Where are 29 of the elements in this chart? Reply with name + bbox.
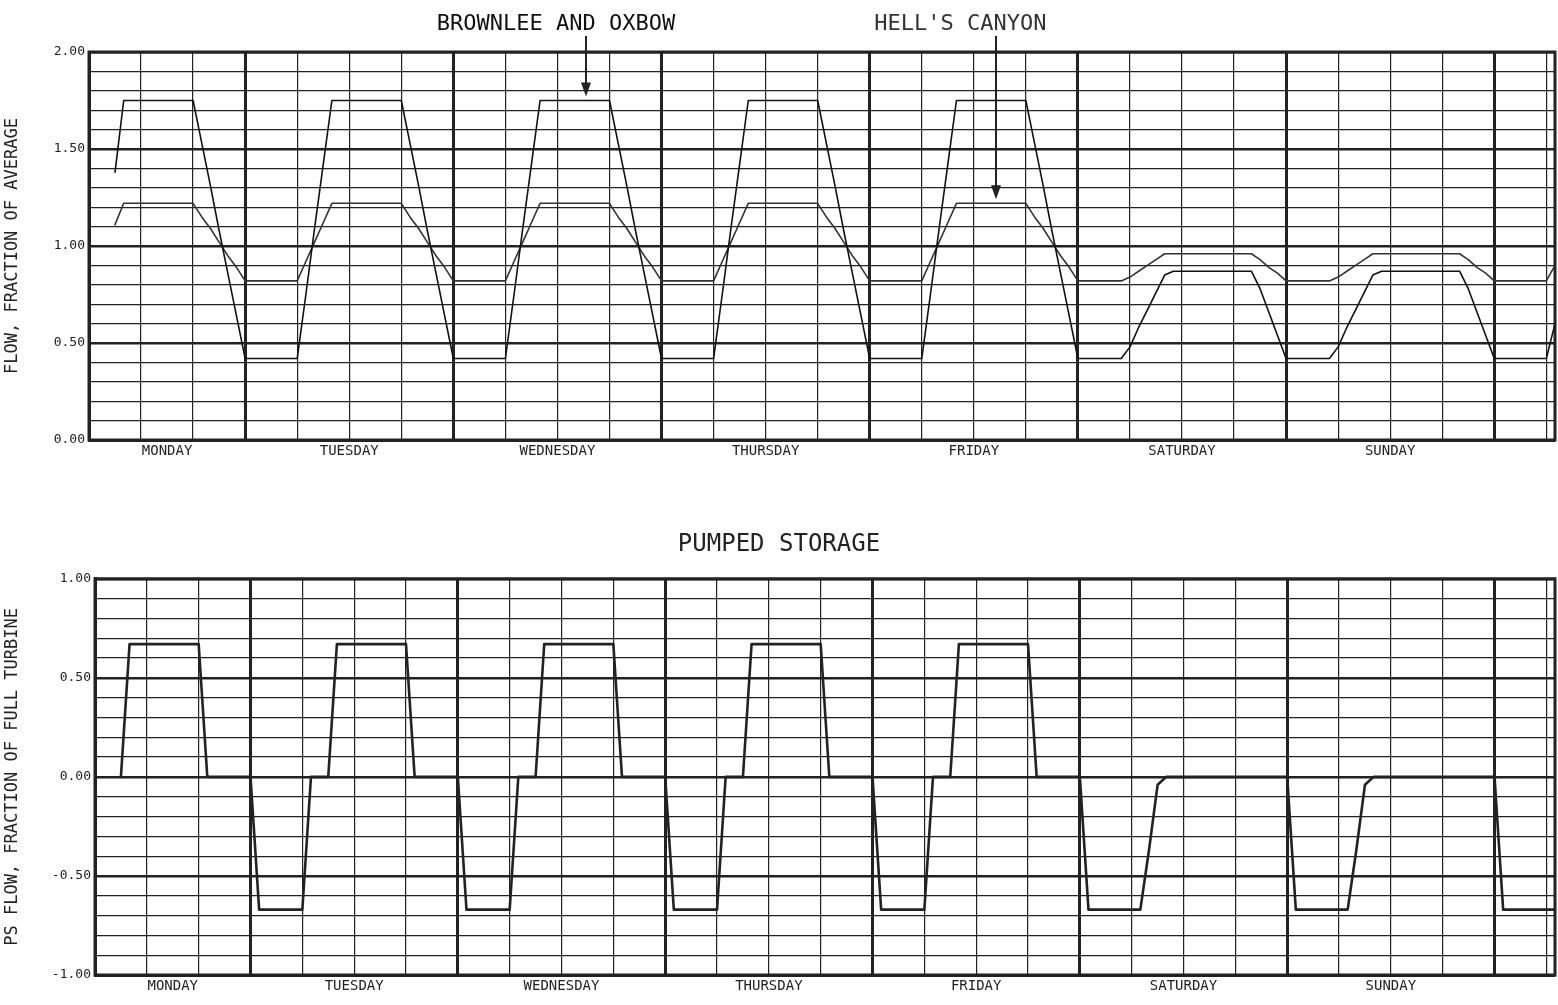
x-tick-label: SATURDAY — [1148, 442, 1217, 459]
x-tick-label: TUESDAY — [324, 977, 385, 994]
x-tick-label: FRIDAY — [948, 442, 1000, 459]
y-tick-label: -1.00 — [51, 966, 91, 982]
y-tick-label: 0.00 — [53, 431, 85, 447]
y-tick-label: 1.50 — [53, 140, 85, 156]
y-tick-label: -0.50 — [51, 867, 91, 883]
y-tick-label: 0.50 — [59, 669, 91, 685]
x-tick-label: MONDAY — [147, 977, 199, 994]
y-tick-label: 0.50 — [53, 334, 85, 350]
y-tick-label: 1.00 — [59, 570, 91, 586]
x-tick-label: SUNDAY — [1365, 977, 1417, 994]
chart-title: PUMPED STORAGE — [677, 528, 881, 557]
x-tick-label: TUESDAY — [319, 442, 380, 459]
text: HELL'S CANYON — [874, 10, 1047, 35]
x-tick-label: SATURDAY — [1149, 977, 1218, 994]
y-tick-label: 1.00 — [53, 237, 85, 253]
x-tick-label: FRIDAY — [950, 977, 1003, 994]
y-axis-title: PS FLOW, FRACTION OF FULL TURBINE — [0, 608, 21, 946]
x-tick-label: MONDAY — [141, 442, 193, 459]
x-tick-label: SUNDAY — [1364, 442, 1417, 459]
x-tick-label: WEDNESDAY — [523, 977, 601, 994]
text: BROWNLEE AND OXBOW — [436, 10, 676, 35]
y-tick-label: 2.00 — [53, 43, 85, 59]
x-tick-label: THURSDAY — [735, 977, 804, 994]
x-tick-label: THURSDAY — [731, 442, 800, 459]
x-tick-label: WEDNESDAY — [519, 442, 596, 459]
y-axis-title: FLOW, FRACTION OF AVERAGE — [0, 118, 21, 374]
y-tick-label: 0.00 — [59, 768, 91, 784]
